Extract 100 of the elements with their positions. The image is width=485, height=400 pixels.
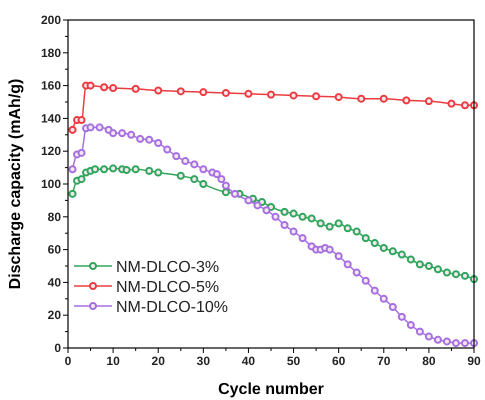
point	[176, 87, 185, 96]
point	[222, 182, 230, 190]
point	[91, 165, 100, 174]
point	[308, 214, 316, 222]
point	[380, 294, 388, 303]
point	[424, 332, 433, 341]
point	[460, 101, 469, 110]
point	[460, 339, 469, 348]
y-tick-label: 160	[40, 78, 62, 93]
point	[118, 129, 126, 138]
point	[230, 190, 239, 198]
point	[316, 219, 325, 228]
point	[86, 123, 95, 132]
point	[290, 91, 298, 100]
point	[212, 170, 221, 178]
y-tick-label: 0	[54, 341, 62, 355]
point	[280, 208, 289, 216]
point	[362, 276, 370, 285]
point	[416, 260, 424, 268]
point	[136, 134, 144, 143]
point	[388, 303, 397, 311]
point	[176, 172, 185, 180]
y-tick-label: 200	[40, 13, 62, 27]
y-tick-label: 180	[40, 46, 62, 60]
point	[380, 94, 388, 103]
x-tick-label: 80	[422, 354, 436, 368]
point	[199, 165, 208, 174]
point	[109, 129, 118, 138]
point	[190, 175, 198, 184]
point	[406, 255, 415, 264]
point	[109, 84, 118, 92]
point	[217, 175, 226, 184]
point	[344, 260, 352, 268]
point	[452, 339, 460, 348]
point	[388, 247, 397, 256]
point	[78, 148, 86, 157]
point	[424, 262, 433, 270]
point	[244, 90, 252, 98]
point	[326, 246, 334, 254]
point	[100, 165, 108, 174]
point	[290, 228, 298, 236]
point	[109, 164, 118, 172]
legend-label: NM-DLCO-3%	[116, 259, 220, 276]
point	[298, 212, 307, 221]
point	[267, 90, 275, 99]
point	[416, 328, 424, 336]
point	[370, 286, 379, 295]
point	[402, 96, 410, 104]
point	[380, 244, 388, 252]
point	[470, 339, 478, 348]
point	[163, 146, 172, 154]
point	[154, 86, 162, 95]
y-tick-label: 140	[40, 111, 62, 126]
point	[326, 222, 334, 231]
point	[78, 116, 86, 124]
point	[290, 210, 298, 218]
point	[352, 268, 361, 277]
point	[452, 270, 460, 278]
point	[362, 234, 370, 242]
x-tick-label: 0	[64, 354, 72, 368]
legend-label: NM-DLCO-10%	[116, 299, 228, 316]
point	[434, 265, 442, 274]
x-tick-label: 20	[152, 354, 166, 368]
point	[132, 165, 140, 174]
point	[434, 336, 442, 344]
x-tick-label: 40	[242, 354, 256, 368]
legend-label: NM-DLCO-5%	[116, 279, 220, 296]
point	[262, 206, 270, 214]
point	[96, 123, 104, 132]
point	[154, 168, 162, 177]
y-tick-label: 60	[48, 242, 62, 257]
point	[199, 88, 208, 96]
point	[312, 92, 320, 100]
point	[127, 130, 136, 139]
point	[334, 93, 343, 102]
y-axis-title: Discharge capacity (mAh/g)	[7, 78, 24, 290]
point	[442, 268, 451, 277]
point	[199, 180, 208, 188]
point	[272, 212, 280, 221]
point	[398, 312, 406, 321]
point	[145, 136, 154, 144]
y-tick-label: 40	[48, 275, 62, 290]
x-tick-label: 10	[106, 354, 120, 368]
point	[68, 190, 77, 198]
point	[78, 175, 86, 184]
point	[370, 239, 379, 248]
point	[222, 88, 230, 97]
x-tick-label: 50	[286, 354, 301, 368]
point	[460, 272, 469, 280]
point	[68, 165, 77, 174]
point	[334, 219, 343, 228]
point	[100, 83, 108, 92]
point	[86, 82, 95, 90]
x-axis-title: Cycle number	[218, 381, 324, 398]
point	[442, 337, 451, 346]
y-tick-label: 20	[48, 308, 62, 322]
x-tick-label: 70	[377, 354, 391, 368]
point	[424, 97, 433, 106]
point	[447, 100, 456, 108]
x-tick-label: 90	[467, 354, 481, 368]
